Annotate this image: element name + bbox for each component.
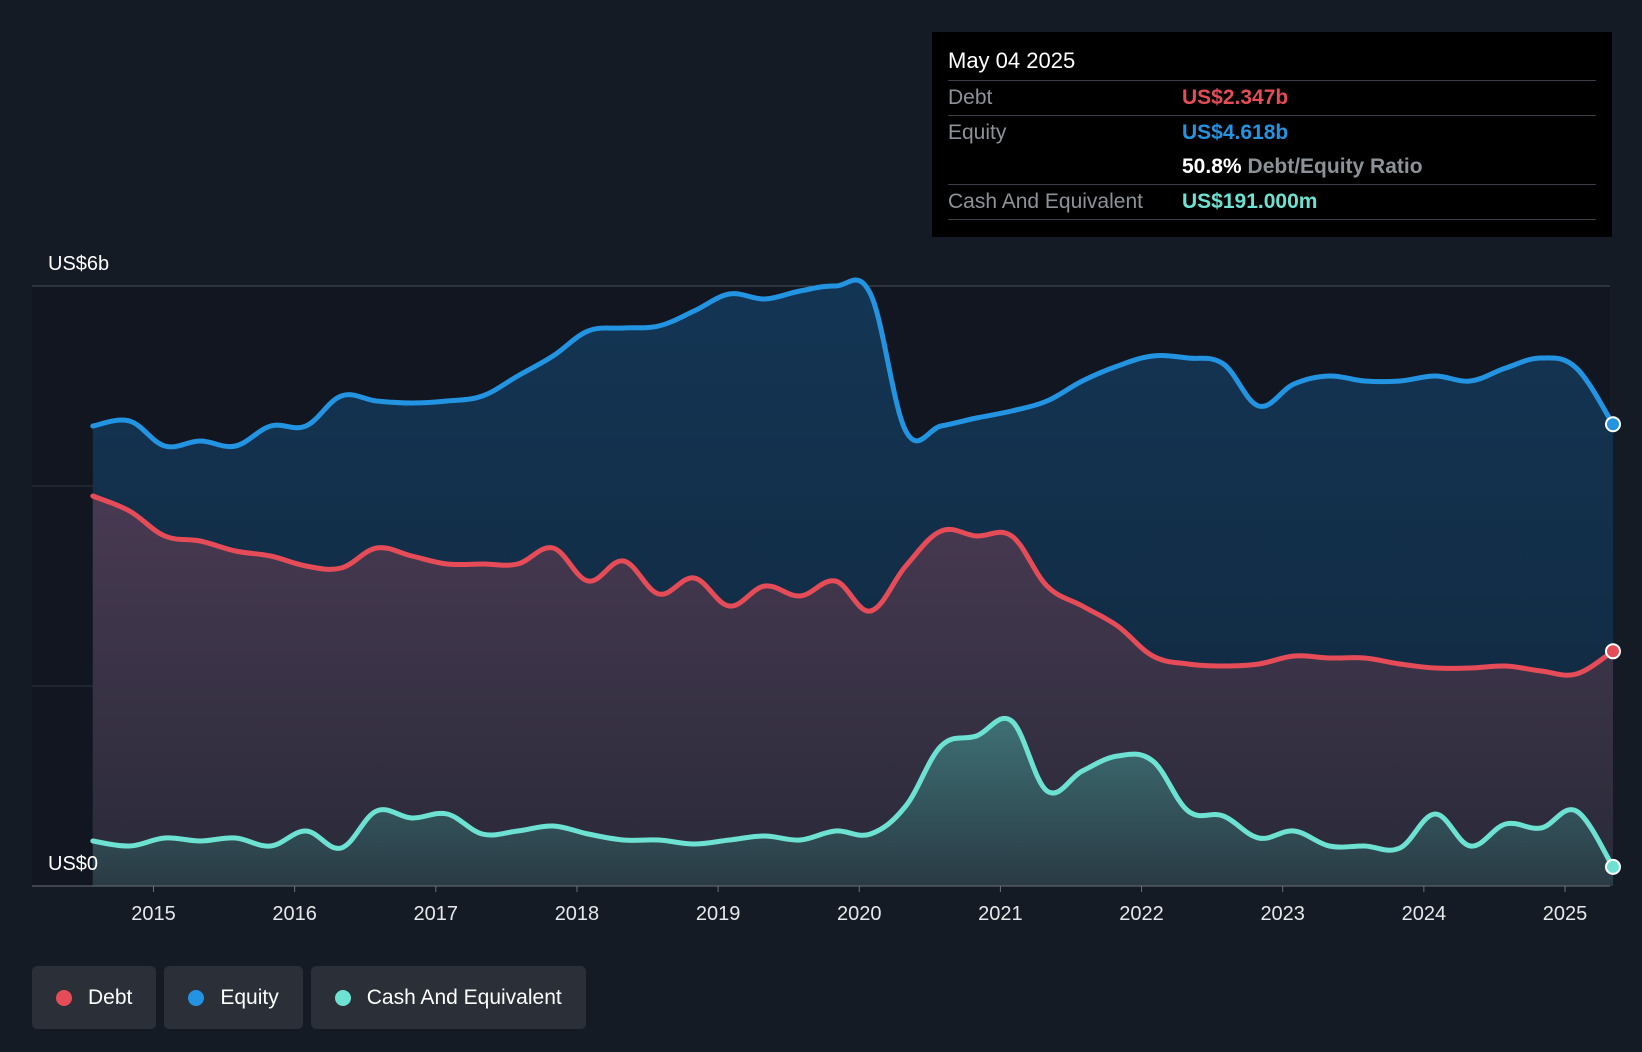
- tooltip-cash-row: Cash And Equivalent US$191.000m: [948, 185, 1596, 220]
- x-tick-label: 2023: [1260, 903, 1305, 925]
- legend-equity-label: Equity: [220, 985, 279, 1009]
- tooltip-ratio-row: 50.8% Debt/Equity Ratio: [948, 150, 1596, 185]
- y-label-top: US$6b: [48, 253, 109, 275]
- tooltip: May 04 2025 Debt US$2.347b Equity US$4.6…: [932, 32, 1612, 237]
- equity-endpoint-marker: [1604, 416, 1621, 433]
- legend-item-debt[interactable]: Debt: [32, 966, 157, 1029]
- cash-endpoint-marker: [1604, 858, 1621, 875]
- debt-dot-icon: [56, 989, 72, 1006]
- x-tick-label: 2024: [1402, 903, 1447, 925]
- equity-dot-icon: [188, 989, 205, 1006]
- tooltip-equity-row: Equity US$4.618b: [948, 116, 1596, 150]
- legend-item-cash[interactable]: Cash And Equivalent: [310, 966, 586, 1029]
- x-tick-label: 2025: [1543, 903, 1588, 925]
- tooltip-ratio-label: Debt/Equity Ratio: [1247, 155, 1423, 178]
- x-axis-ticks: 2015 2016 2017 2018 2019 2020 2021 2022 2023 2024…: [131, 886, 1587, 925]
- tooltip-equity-label: Equity: [948, 121, 1007, 144]
- legend-cash-label: Cash And Equivalent: [366, 985, 562, 1009]
- debt-endpoint-marker: [1604, 643, 1621, 660]
- tooltip-date: May 04 2025: [948, 46, 1596, 81]
- legend-item-equity[interactable]: Equity: [164, 966, 303, 1029]
- x-tick-label: 2019: [696, 903, 741, 925]
- legend: Debt Equity Cash And Equivalent: [32, 966, 586, 1029]
- tooltip-debt-row: Debt US$2.347b: [948, 81, 1596, 116]
- equity-line: [90, 277, 1616, 450]
- x-tick-label: 2017: [414, 903, 459, 925]
- debt-line: [90, 493, 1616, 678]
- y-label-bottom: US$0: [48, 853, 98, 875]
- x-tick-label: 2015: [131, 903, 176, 925]
- legend-debt-label: Debt: [88, 985, 133, 1009]
- x-tick-label: 2016: [272, 903, 317, 925]
- x-tick-label: 2021: [978, 903, 1023, 925]
- x-tick-label: 2020: [837, 903, 882, 925]
- tooltip-ratio-value: 50.8%: [1182, 155, 1242, 178]
- cash-line: [90, 716, 1616, 870]
- series-endpoints: [1604, 416, 1621, 875]
- cash-area: [92, 718, 1613, 886]
- cash-dot-icon: [334, 989, 351, 1006]
- tooltip-cash-label: Cash And Equivalent: [948, 190, 1143, 213]
- tooltip-equity-value: US$4.618b: [1182, 121, 1289, 144]
- tooltip-cash-value: US$191.000m: [1182, 190, 1318, 213]
- x-tick-label: 2022: [1119, 903, 1164, 925]
- debt-area: [92, 496, 1613, 886]
- tooltip-debt-value: US$2.347b: [1182, 86, 1289, 109]
- x-tick-label: 2018: [555, 903, 600, 925]
- tooltip-debt-label: Debt: [948, 86, 993, 109]
